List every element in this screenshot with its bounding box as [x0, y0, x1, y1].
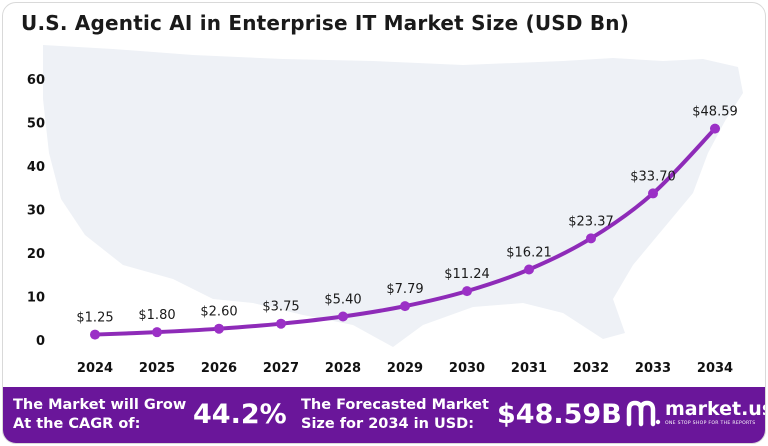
brand-logo: market.us ONE STOP SHOP FOR THE REPORTS — [625, 398, 765, 432]
x-tick-label: 2028 — [325, 361, 361, 376]
brand-name: market.us — [665, 398, 766, 420]
data-labels: $1.25 $1.80 $2.60 $3.75 $5.40 $7.79 $11.24 $16.… — [76, 105, 737, 326]
data-point — [462, 286, 472, 297]
x-tick-label: 2033 — [635, 361, 671, 376]
x-tick-label: 2027 — [263, 361, 299, 376]
cagr-value: 44.2% — [193, 399, 287, 430]
data-label: $11.24 — [444, 267, 490, 282]
data-point — [338, 311, 348, 322]
forecast-value: $48.59B — [497, 399, 622, 430]
cagr-label: The Market will Grow At the CAGR of: — [13, 396, 186, 434]
x-tick-label: 2034 — [697, 361, 733, 376]
forecast-label: The Forecasted Market Size for 2034 in U… — [301, 396, 489, 434]
x-tick-label: 2029 — [387, 361, 423, 376]
y-tick-label: 10 — [27, 291, 45, 306]
x-axis: 2024 2025 2026 2027 2028 2029 2030 2031 2032 2033… — [77, 361, 733, 376]
data-point — [710, 123, 720, 134]
data-label: $33.70 — [630, 169, 676, 184]
data-label: $48.59 — [692, 105, 738, 120]
footer-banner: The Market will Grow At the CAGR of: 44.… — [3, 387, 765, 443]
series-market-size — [90, 123, 720, 340]
y-tick-label: 40 — [27, 160, 45, 175]
y-tick-label: 60 — [27, 73, 45, 88]
cagr-label-line2: At the CAGR of: — [13, 416, 141, 432]
y-tick-label: 50 — [27, 117, 45, 132]
brand-tagline: ONE STOP SHOP FOR THE REPORTS — [665, 421, 756, 426]
data-label: $16.21 — [506, 245, 552, 260]
x-tick-label: 2026 — [201, 361, 237, 376]
data-point — [586, 233, 596, 244]
y-tick-label: 0 — [36, 334, 45, 349]
x-tick-label: 2024 — [77, 361, 113, 376]
market-us-logo-icon — [626, 400, 661, 427]
chart-title: U.S. Agentic AI in Enterprise IT Market … — [21, 11, 630, 35]
data-label: $2.60 — [200, 305, 237, 320]
x-tick-label: 2025 — [139, 361, 175, 376]
y-axis: 0 10 20 30 40 50 60 — [27, 73, 45, 349]
data-label: $7.79 — [386, 282, 423, 297]
data-label: $1.80 — [138, 308, 175, 323]
us-map-background — [43, 45, 743, 347]
data-point — [152, 327, 162, 338]
data-label: $5.40 — [324, 293, 361, 308]
y-tick-label: 20 — [27, 247, 45, 262]
data-label: $1.25 — [76, 311, 113, 326]
x-tick-label: 2030 — [449, 361, 485, 376]
data-point — [648, 188, 658, 199]
data-point — [214, 323, 224, 334]
data-point — [400, 301, 410, 312]
x-tick-label: 2031 — [511, 361, 547, 376]
cagr-label-line1: The Market will Grow — [13, 397, 187, 413]
data-point — [276, 318, 286, 329]
forecast-label-line2: Size for 2034 in USD: — [301, 416, 475, 432]
forecast-label-line1: The Forecasted Market — [301, 397, 489, 413]
x-tick-label: 2032 — [573, 361, 609, 376]
data-label: $3.75 — [262, 300, 299, 315]
series-line — [93, 126, 717, 337]
data-point — [90, 329, 100, 340]
data-point — [524, 264, 534, 275]
data-label: $23.37 — [568, 214, 614, 229]
y-tick-label: 30 — [27, 204, 45, 219]
